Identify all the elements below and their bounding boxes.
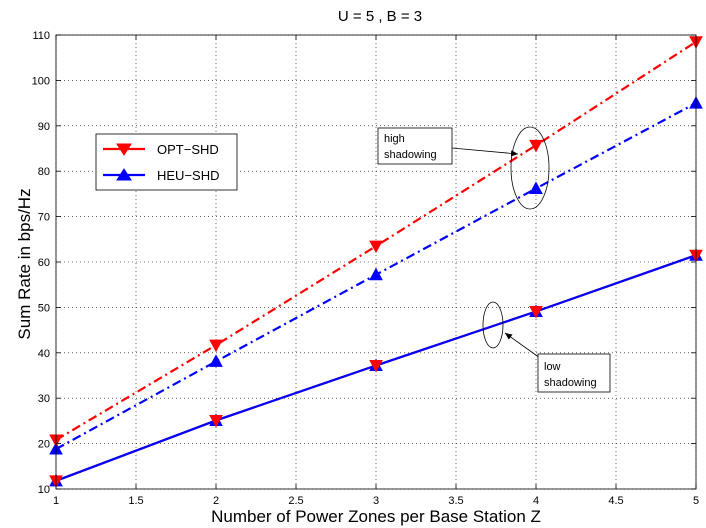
x-tick-label: 5 — [693, 495, 699, 507]
y-tick-label: 60 — [38, 257, 50, 269]
annotation-high-line1: high — [384, 133, 405, 145]
annotation-low-shadowing: low shadowing — [482, 301, 611, 393]
legend-label-opt-shd: OPT−SHD — [157, 142, 219, 157]
x-tick-label: 3 — [373, 495, 379, 507]
legend: OPT−SHD HEU−SHD — [95, 133, 238, 191]
x-tick-label: 3.5 — [448, 495, 463, 507]
annotation-high-line2: shadowing — [384, 149, 437, 161]
annotation-high-arrow — [451, 147, 519, 157]
y-tick-label: 90 — [38, 121, 50, 133]
data-point-opt-shd-high-shadowing — [529, 139, 543, 153]
x-tick-label: 1 — [53, 495, 59, 507]
y-tick-label: 80 — [38, 166, 50, 178]
annotation-low-box — [537, 353, 611, 393]
data-point-heu-shd-high-shadowing — [209, 354, 223, 367]
tick-labels: 1 1.5 2 2.5 3 3.5 4 4.5 5 10 20 30 40 50 60 70 80 90 100 11… — [32, 30, 699, 507]
x-tick-label: 4.5 — [608, 495, 623, 507]
x-tick-label: 2 — [213, 495, 219, 507]
y-tick-label: 10 — [38, 484, 50, 496]
legend-marker-heu-shd — [116, 168, 132, 181]
y-tick-label: 110 — [32, 30, 50, 42]
y-tick-label: 50 — [38, 302, 50, 314]
annotation-low-line1: low — [544, 361, 561, 373]
legend-box — [95, 133, 238, 191]
data-point-opt-shd-low-shadowing — [369, 360, 383, 373]
annotation-low-arrow — [504, 332, 541, 359]
data-point-heu-shd-high-shadowing — [529, 181, 543, 194]
series-layer — [49, 36, 703, 488]
y-axis-label: Sum Rate in bps/Hz — [15, 188, 34, 339]
annotation-low-ellipse — [482, 301, 504, 349]
axis-ticks — [55, 34, 697, 490]
y-tick-label: 70 — [38, 212, 50, 224]
x-tick-label: 4 — [533, 495, 539, 507]
data-point-opt-shd-high-shadowing — [209, 339, 223, 353]
annotation-high-ellipse — [510, 126, 550, 210]
annotation-high-box — [377, 127, 453, 165]
legend-marker-opt-shd — [116, 143, 132, 156]
y-tick-label: 30 — [38, 393, 50, 405]
x-tick-label: 2.5 — [288, 495, 303, 507]
chart-title: U = 5 , B = 3 — [338, 8, 422, 25]
y-tick-label: 40 — [38, 348, 50, 360]
legend-label-heu-shd: HEU−SHD — [157, 168, 220, 183]
grid — [55, 34, 697, 490]
y-tick-label: 100 — [32, 75, 50, 87]
x-tick-label: 1.5 — [128, 495, 143, 507]
data-point-opt-shd-low-shadowing — [209, 414, 223, 428]
legend-item-heu-shd: HEU−SHD — [103, 168, 220, 183]
annotation-low-line2: shadowing — [544, 377, 597, 389]
legend-item-opt-shd: OPT−SHD — [103, 142, 219, 157]
data-point-opt-shd-low-shadowing — [529, 305, 543, 319]
y-tick-label: 20 — [38, 439, 50, 451]
data-point-opt-shd-high-shadowing — [369, 240, 383, 254]
annotation-high-shadowing: high shadowing — [377, 126, 550, 210]
data-point-heu-shd-high-shadowing — [369, 267, 383, 281]
x-axis-label: Number of Power Zones per Base Station Z — [211, 507, 541, 526]
